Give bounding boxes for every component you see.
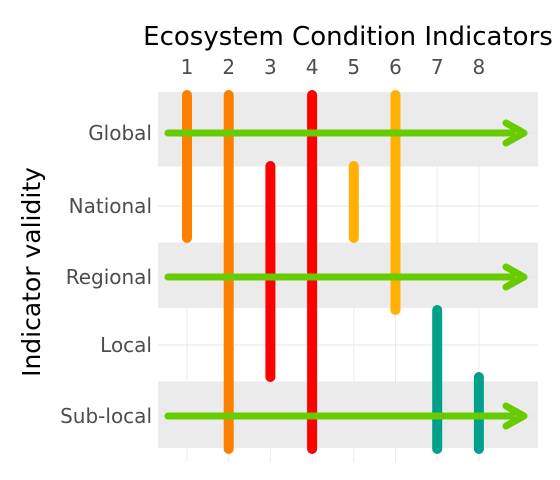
x-tick-6: 6 bbox=[389, 55, 402, 79]
y-tick-sub-local: Sub-local bbox=[60, 404, 152, 428]
x-tick-1: 1 bbox=[181, 55, 194, 79]
arrow-sub-local bbox=[164, 402, 528, 430]
y-tick-regional: Regional bbox=[66, 265, 152, 289]
x-tick-3: 3 bbox=[264, 55, 277, 79]
y-tick-labels: Global National Regional Local Sub-local bbox=[60, 121, 152, 428]
chart-title: Ecosystem Condition Indicators bbox=[143, 22, 553, 52]
indicator-ranges bbox=[182, 90, 484, 454]
y-tick-local: Local bbox=[100, 333, 152, 357]
x-tick-8: 8 bbox=[473, 55, 486, 79]
x-tick-4: 4 bbox=[306, 55, 319, 79]
x-tick-7: 7 bbox=[431, 55, 444, 79]
arrow-global bbox=[164, 119, 528, 147]
validity-arrows bbox=[164, 119, 528, 430]
y-axis-label: Indicator validity bbox=[17, 167, 46, 377]
y-tick-national: National bbox=[69, 194, 152, 218]
x-tick-2: 2 bbox=[222, 55, 235, 79]
x-tick-5: 5 bbox=[347, 55, 360, 79]
band-global bbox=[158, 92, 538, 167]
y-tick-global: Global bbox=[88, 121, 152, 145]
x-tick-labels: 1 2 3 4 5 6 7 8 bbox=[181, 55, 486, 79]
arrow-regional bbox=[164, 263, 528, 291]
